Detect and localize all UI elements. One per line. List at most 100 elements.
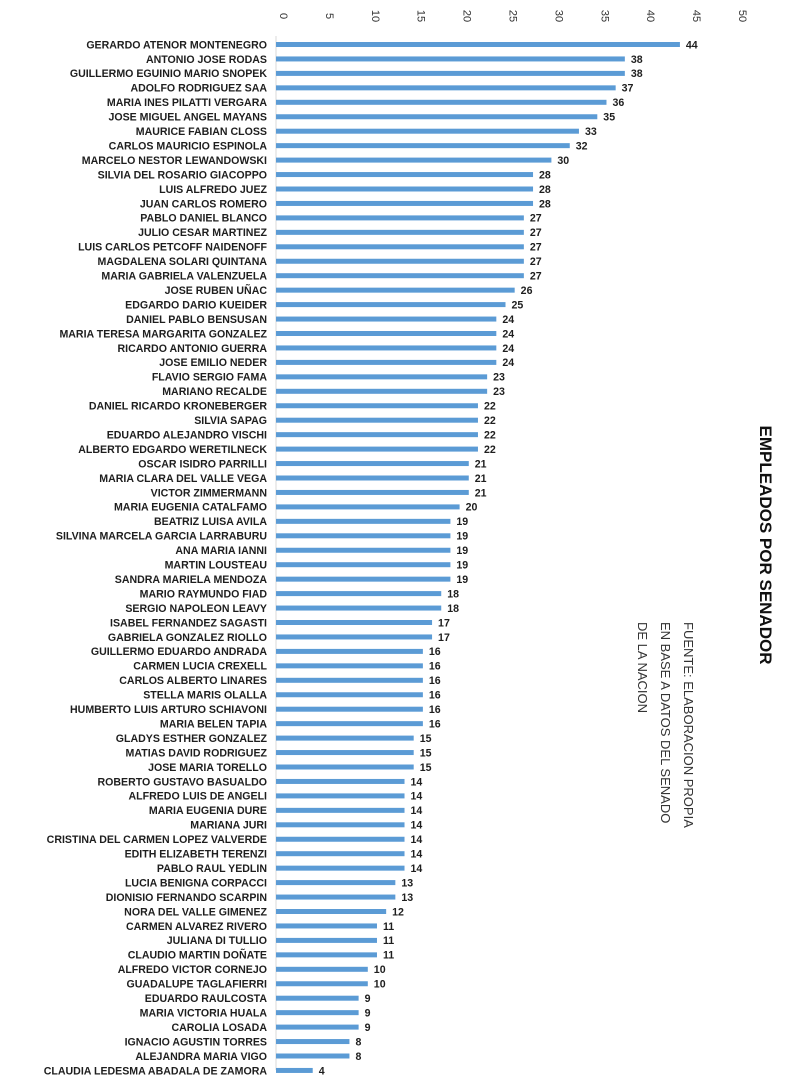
category-labels: GERARDO ATENOR MONTENEGRO ANTONIO JOSE RO…	[44, 39, 268, 1077]
value-label: 30	[557, 155, 569, 167]
value-label: 19	[456, 531, 468, 543]
category-label: DANIEL PABLO BENSUSAN	[126, 314, 267, 326]
category-label: DIONISIO FERNANDO SCARPIN	[106, 892, 267, 904]
bar	[276, 807, 405, 813]
category-label: LUIS CARLOS PETCOFF NAIDENOFF	[78, 242, 267, 254]
bar	[276, 229, 524, 235]
value-label: 23	[493, 372, 505, 384]
category-label: STELLA MARIS OLALLA	[143, 690, 267, 702]
bar	[276, 273, 524, 279]
category-label: SILVIA DEL ROSARIO GIACOPPO	[98, 169, 267, 181]
value-label: 27	[530, 213, 542, 225]
value-label: 22	[484, 415, 496, 427]
value-label: 37	[622, 83, 634, 95]
category-label: JOSE RUBEN UÑAC	[165, 284, 268, 297]
value-label: 26	[521, 285, 533, 297]
value-label: 19	[456, 516, 468, 528]
category-label: RICARDO ANTONIO GUERRA	[118, 343, 268, 355]
bar	[276, 648, 423, 654]
bar	[276, 677, 423, 683]
value-label: 13	[401, 892, 413, 904]
value-label: 44	[686, 39, 698, 51]
bar	[276, 186, 534, 192]
value-label: 27	[530, 227, 542, 239]
category-label: ISABEL FERNANDEZ SAGASTI	[110, 617, 267, 629]
bar	[276, 461, 469, 467]
value-label: 16	[429, 646, 441, 658]
bar	[276, 562, 451, 568]
value-label: 24	[502, 314, 514, 326]
category-label: CARLOS MAURICIO ESPINOLA	[109, 140, 268, 152]
bar	[276, 966, 368, 972]
bar	[276, 172, 534, 178]
category-label: MARIANA JURI	[190, 820, 267, 832]
bar	[276, 533, 451, 539]
value-label: 10	[374, 979, 386, 991]
category-label: OSCAR ISIDRO PARRILLI	[138, 458, 267, 470]
bar	[276, 374, 488, 380]
value-label: 38	[631, 68, 643, 80]
category-label: GLADYS ESTHER GONZALEZ	[116, 733, 268, 745]
value-label: 28	[539, 184, 551, 196]
value-label: 15	[420, 733, 432, 745]
bar	[276, 475, 469, 481]
value-label: 24	[502, 357, 514, 369]
category-label: GUILLERMO EGUINIO MARIO SNOPEK	[70, 68, 268, 80]
category-label: EDUARDO RAULCOSTA	[145, 993, 268, 1005]
bar	[276, 909, 387, 914]
value-label: 9	[365, 1007, 371, 1019]
value-label: 22	[484, 444, 496, 456]
category-label: CARLOS ALBERTO LINARES	[119, 675, 267, 687]
category-label: ROBERTO GUSTAVO BASUALDO	[97, 776, 267, 788]
category-label: CLAUDIA LEDESMA ABADALA DE ZAMORA	[44, 1065, 268, 1077]
chart-title: EMPLEADOS POR SENADOR	[756, 426, 775, 665]
category-label: JOSE EMILIO NEDER	[159, 357, 267, 369]
bar	[276, 1024, 359, 1030]
category-label: EDITH ELIZABETH TERENZI	[125, 849, 267, 861]
category-label: JUAN CARLOS ROMERO	[140, 198, 267, 210]
value-label: 17	[438, 617, 450, 629]
category-label: MARCELO NESTOR LEWANDOWSKI	[82, 155, 267, 167]
source-note: FUENTE: ELABORACION PROPIA EN BASE A DATO…	[635, 622, 696, 828]
value-label: 11	[383, 921, 394, 933]
category-label: VICTOR ZIMMERMANN	[151, 487, 267, 499]
category-label: ALFREDO VICTOR CORNEJO	[118, 964, 267, 976]
x-tick-label: 0	[277, 13, 289, 19]
bar	[276, 764, 414, 770]
bar	[276, 865, 405, 871]
bars	[276, 42, 680, 1073]
bar	[276, 836, 405, 842]
value-label: 27	[530, 242, 542, 254]
bar	[276, 995, 359, 1001]
bar	[276, 287, 515, 293]
category-label: JOSE MARIA TORELLO	[148, 762, 267, 774]
value-label: 9	[365, 1022, 371, 1034]
source-line: EN BASE A DATOS DEL SENADO	[658, 622, 673, 823]
bar	[276, 302, 506, 308]
category-label: MAGDALENA SOLARI QUINTANA	[98, 256, 268, 268]
category-label: PABLO RAUL YEDLIN	[157, 863, 267, 875]
x-tick-label: 35	[598, 10, 610, 22]
category-label: MARIA INES PILATTI VERGARA	[107, 97, 267, 109]
category-label: ALBERTO EDGARDO WERETILNECK	[78, 444, 267, 456]
bar	[276, 894, 396, 900]
bar	[276, 99, 607, 105]
bar	[276, 923, 377, 929]
category-label: GERARDO ATENOR MONTENEGRO	[86, 39, 267, 51]
category-label: LUCIA BENIGNA CORPACCI	[125, 877, 267, 889]
value-label: 13	[401, 877, 413, 889]
value-label: 18	[447, 603, 459, 615]
value-label: 14	[411, 776, 423, 788]
category-label: MARIA GABRIELA VALENZUELA	[101, 271, 267, 283]
value-label: 27	[530, 271, 542, 283]
value-label: 12	[392, 906, 404, 918]
x-tick-label: 15	[415, 10, 427, 22]
value-label: 15	[420, 747, 432, 759]
category-label: JULIANA DI TULLIO	[167, 935, 267, 947]
bar	[276, 417, 478, 423]
bar	[276, 114, 598, 120]
bar	[276, 359, 497, 365]
bar	[276, 1067, 313, 1073]
category-label: GUILLERMO EDUARDO ANDRADA	[91, 646, 268, 658]
bar	[276, 981, 368, 987]
